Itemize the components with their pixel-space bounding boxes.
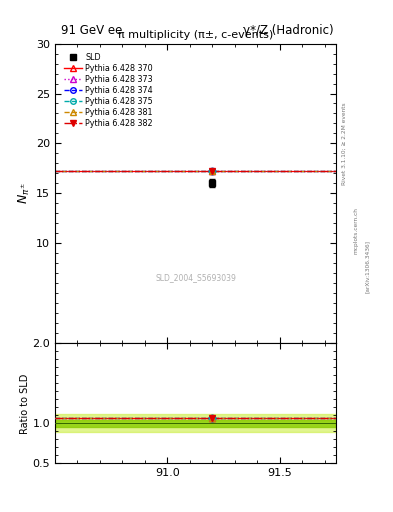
Y-axis label: Ratio to SLD: Ratio to SLD xyxy=(20,373,29,434)
Title: π multiplicity (π±, c-events): π multiplicity (π±, c-events) xyxy=(118,30,273,40)
Bar xyxy=(55,414,336,432)
Text: mcplots.cern.ch: mcplots.cern.ch xyxy=(354,207,359,254)
Text: [arXiv:1306.3436]: [arXiv:1306.3436] xyxy=(365,240,370,293)
Text: Rivet 3.1.10; ≥ 2.2M events: Rivet 3.1.10; ≥ 2.2M events xyxy=(342,102,347,185)
Text: SLD_2004_S5693039: SLD_2004_S5693039 xyxy=(155,273,236,282)
Text: γ*/Z (Hadronic): γ*/Z (Hadronic) xyxy=(242,25,333,37)
Text: 91 GeV ee: 91 GeV ee xyxy=(61,25,122,37)
Y-axis label: $N_{\pi^{\pm}}$: $N_{\pi^{\pm}}$ xyxy=(17,183,32,204)
Legend: SLD, Pythia 6.428 370, Pythia 6.428 373, Pythia 6.428 374, Pythia 6.428 375, Pyt: SLD, Pythia 6.428 370, Pythia 6.428 373,… xyxy=(62,51,155,131)
Bar xyxy=(55,420,336,427)
